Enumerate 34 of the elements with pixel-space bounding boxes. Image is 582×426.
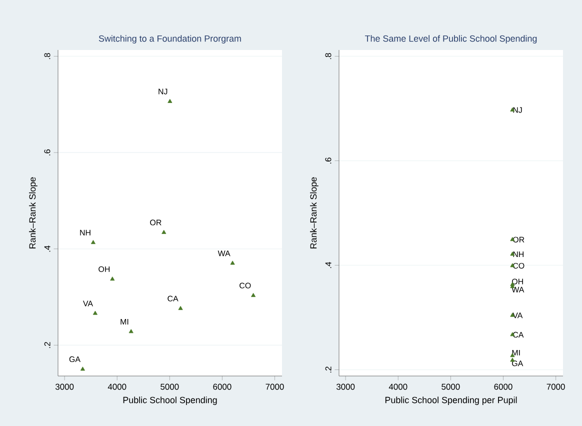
chart-title: Switching to a Foundation Prorgram [98,35,241,44]
point [90,240,96,244]
point [162,230,166,234]
y-tick-label: .4 [325,262,332,268]
point [251,292,256,297]
x-tick-label: 7000 [266,384,284,390]
y-axis-title: Rank–Rank Slope [29,177,38,248]
y-axis-title: Rank–Rank Slope [310,177,318,248]
x-tick-label: 6000 [494,384,512,390]
y-tick-label: .6 [325,158,332,164]
point [110,276,115,281]
point [230,260,235,265]
x-axis-title: Public School Spending per Pupil [385,396,517,405]
y-tick-label: .2 [44,342,50,348]
x-tick-label: 7000 [546,384,565,390]
y-tick-label: .8 [44,53,50,60]
point [168,98,172,103]
point [178,306,183,310]
x-tick-label: 4000 [108,384,126,390]
x-axis-title: Public School Spending [123,396,217,405]
point [128,329,134,334]
point [92,310,98,315]
y-tick-label: .4 [44,246,50,252]
x-tick-label: 4000 [388,384,408,390]
y-tick-label: .6 [44,149,50,156]
chart-title: The Same Level of Public School Spending [364,35,537,44]
x-tick-label: 5000 [160,384,179,390]
point [80,366,85,371]
x-tick-label: 3000 [55,384,74,390]
x-tick-label: 6000 [213,384,232,390]
y-tick-label: .8 [325,53,332,60]
x-tick-label: 3000 [336,384,355,390]
y-tick-label: .2 [325,366,332,372]
x-tick-label: 5000 [442,384,460,390]
